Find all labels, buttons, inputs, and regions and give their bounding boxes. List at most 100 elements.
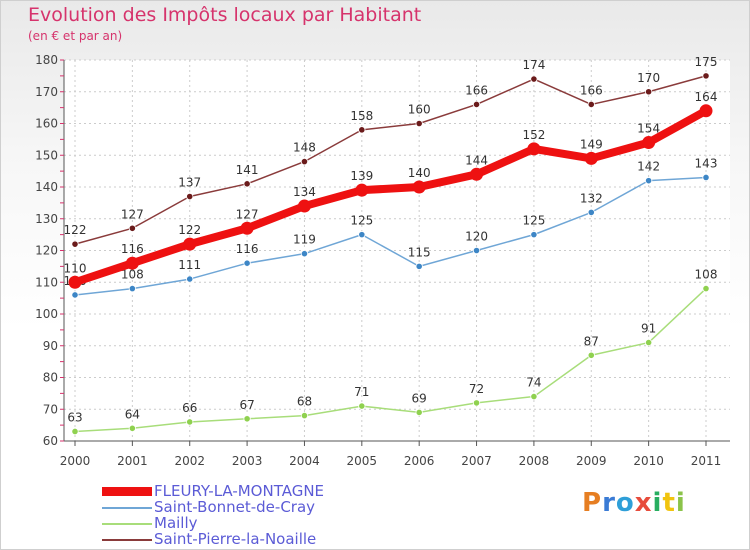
data-label: 122 [64,223,87,237]
data-point [472,100,481,109]
data-point [71,427,79,436]
data-point [530,75,538,83]
data-point [645,338,653,347]
data-point [527,142,541,156]
data-label: 174 [522,58,545,72]
y-tick-label: 130 [35,212,58,226]
data-point [186,275,194,283]
data-point [470,167,484,181]
y-tick-label: 150 [35,148,58,162]
legend-swatch [102,523,152,525]
data-label: 72 [469,382,484,396]
data-point [358,231,366,239]
legend-item: Saint-Pierre-la-Noaille [102,530,402,548]
data-label: 127 [236,207,259,221]
data-label: 137 [178,176,201,190]
data-label: 175 [695,55,718,69]
data-label: 125 [522,214,545,228]
x-tick-label: 2005 [347,454,378,468]
data-label: 116 [236,242,259,256]
logo-letter: i [652,488,663,518]
data-label: 108 [695,268,718,282]
logo-letter: i [675,488,686,518]
chart-legend: FLEURY-LA-MONTAGNE Saint-Bonnet-de-Cray Ma… [102,482,402,548]
x-tick-label: 2009 [576,454,607,468]
y-tick-label: 70 [43,402,58,416]
data-point [530,231,538,239]
data-point [243,180,251,188]
data-label: 170 [637,71,660,85]
legend-item: Saint-Bonnet-de-Cray [102,498,402,516]
y-tick-label: 180 [35,53,58,67]
x-tick-label: 2007 [461,454,492,468]
data-label: 127 [121,207,144,221]
data-point [125,256,139,270]
data-point [530,392,538,401]
legend-swatch [102,539,152,541]
chart-subtitle: (en € et par an) [28,29,123,43]
x-tick-label: 2000 [60,454,91,468]
data-point [128,424,136,432]
data-point [68,275,82,289]
legend-label: Saint-Pierre-la-Noaille [154,530,317,548]
data-point [355,183,369,197]
series-line [74,287,707,433]
data-label: 116 [121,242,144,256]
data-point [243,415,251,423]
data-point [186,418,194,426]
data-point [240,221,254,235]
data-point [415,408,423,417]
data-label: 119 [293,233,316,247]
data-point [415,119,423,128]
y-tick-label: 140 [35,180,58,194]
data-point [300,411,309,420]
data-label: 67 [239,398,254,412]
data-label: 108 [121,268,144,282]
data-label: 111 [178,258,201,272]
data-label: 110 [64,261,87,275]
logo-letter: o [615,488,635,518]
data-point [587,100,595,109]
data-point [699,104,713,118]
data-point [186,192,194,201]
data-label: 154 [637,122,660,136]
chart-title: Evolution des Impôts locaux par Habitant [28,4,422,26]
data-point [702,173,710,182]
data-point [128,284,136,293]
data-label: 74 [526,376,541,390]
data-label: 158 [350,109,373,123]
data-point [702,72,710,80]
x-tick-label: 2010 [633,454,664,468]
data-label: 71 [354,385,369,399]
y-tick-label: 90 [43,339,58,353]
data-label: 132 [580,191,603,205]
data-point [300,158,309,166]
data-point [358,126,366,134]
legend-swatch [102,507,152,509]
data-label: 164 [695,90,718,104]
data-point [584,151,598,165]
legend-label: FLEURY-LA-MONTAGNE [154,482,325,500]
data-label: 125 [350,214,373,228]
data-label: 143 [695,156,718,170]
data-point [472,246,481,255]
x-tick-label: 2002 [174,454,205,468]
data-point [300,250,309,258]
data-label: 115 [408,245,431,259]
data-label: 166 [465,83,488,97]
x-tick-label: 2006 [404,454,435,468]
x-tick-label: 2011 [691,454,722,468]
y-tick-label: 170 [35,85,58,99]
y-tick-label: 120 [35,244,58,258]
y-tick-label: 110 [35,275,58,289]
data-label: 144 [465,153,488,167]
data-label: 63 [67,410,82,424]
data-point [645,177,653,185]
legend-item: Mailly [102,514,402,532]
data-label: 160 [408,103,431,117]
data-label: 140 [408,166,431,180]
logo-letter: t [662,488,676,518]
data-point [128,224,136,232]
x-tick-label: 2001 [117,454,148,468]
data-label: 139 [350,169,373,183]
